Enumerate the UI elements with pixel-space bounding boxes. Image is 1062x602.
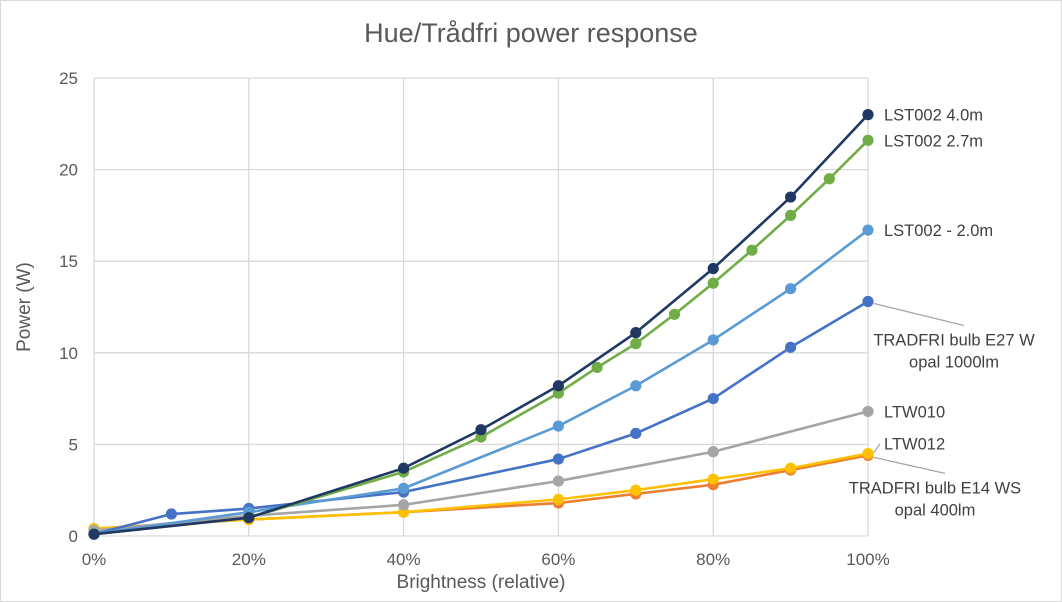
data-point <box>707 277 719 289</box>
data-point <box>552 475 565 487</box>
data-point <box>823 173 835 185</box>
series-layer <box>88 109 874 540</box>
data-point <box>552 453 565 465</box>
series-lst002-2-7m <box>88 134 874 540</box>
data-point <box>630 327 642 339</box>
data-point <box>707 473 719 485</box>
label-leader-line <box>873 443 881 453</box>
data-point <box>862 224 874 236</box>
y-tick-label: 5 <box>69 435 78 454</box>
y-tick-label: 20 <box>59 161 78 180</box>
data-point <box>862 109 874 121</box>
data-point <box>475 424 487 436</box>
series-data-label-line2: opal 1000lm <box>909 354 999 372</box>
data-point <box>630 380 642 392</box>
data-point <box>243 512 255 524</box>
data-point <box>552 420 565 432</box>
x-axis-label: Brightness (relative) <box>396 572 566 593</box>
data-point <box>552 380 565 392</box>
series-line <box>93 410 869 532</box>
series-line <box>93 229 869 536</box>
data-point <box>88 528 100 540</box>
x-tick-label: 100% <box>846 550 889 569</box>
data-point <box>785 341 797 353</box>
data-point <box>707 393 719 405</box>
data-point <box>630 484 642 496</box>
series-data-label: LST002 4.0m <box>884 107 983 125</box>
data-point <box>785 209 797 221</box>
label-leader-line <box>873 302 965 327</box>
y-tick-label: 15 <box>59 252 78 271</box>
y-tick-label: 0 <box>69 527 78 546</box>
data-point <box>630 338 642 350</box>
data-point <box>668 308 681 320</box>
data-point <box>785 462 797 474</box>
series-data-label: TRADFRI bulb E27 W <box>873 332 1035 350</box>
x-tick-label: 20% <box>232 550 266 569</box>
series-line <box>93 452 869 530</box>
series-data-label-line2: opal 400lm <box>895 501 976 519</box>
data-point <box>591 361 603 374</box>
chart-title: Hue/Trådfri power response <box>364 18 698 48</box>
data-point <box>165 508 177 520</box>
data-point <box>707 334 719 346</box>
series-data-label: TRADFRI bulb E14 WS <box>849 479 1021 497</box>
series-labels: LST002 4.0m LST002 2.7m LST002 - 2.0m TRADF… <box>849 107 1035 520</box>
data-point <box>862 447 874 460</box>
data-point <box>398 462 410 474</box>
data-point <box>785 283 797 295</box>
series-data-label: LTW012 <box>884 436 945 454</box>
series-lst002-4-0m <box>88 109 874 540</box>
x-tick-label: 40% <box>387 550 421 569</box>
data-point <box>862 134 874 146</box>
series-data-label: LST002 - 2.0m <box>884 222 993 240</box>
data-point <box>707 446 719 458</box>
grid <box>93 77 869 537</box>
data-point <box>746 244 758 256</box>
data-point <box>862 295 874 308</box>
series-data-label: LTW010 <box>884 403 945 421</box>
data-point <box>552 493 565 505</box>
series-line <box>93 300 869 536</box>
data-point <box>398 482 410 494</box>
series-data-label: LST002 2.7m <box>884 132 983 150</box>
axis-ticks: 0 5 10 15 20 25 0% 20% 40% 60% 80% 100% <box>59 69 890 569</box>
data-point <box>785 191 797 203</box>
data-point <box>862 405 874 418</box>
label-leader-line <box>873 456 946 475</box>
y-tick-label: 25 <box>59 69 78 88</box>
series-tradfri-bulb-e27-w-opal-1000lm <box>88 295 874 540</box>
y-tick-label: 10 <box>59 344 78 363</box>
data-point <box>630 427 642 440</box>
series-line <box>93 113 869 536</box>
data-point <box>707 262 719 275</box>
x-tick-label: 60% <box>541 550 575 569</box>
x-tick-label: 0% <box>82 550 107 569</box>
x-tick-label: 80% <box>696 550 730 569</box>
data-point <box>398 499 410 511</box>
